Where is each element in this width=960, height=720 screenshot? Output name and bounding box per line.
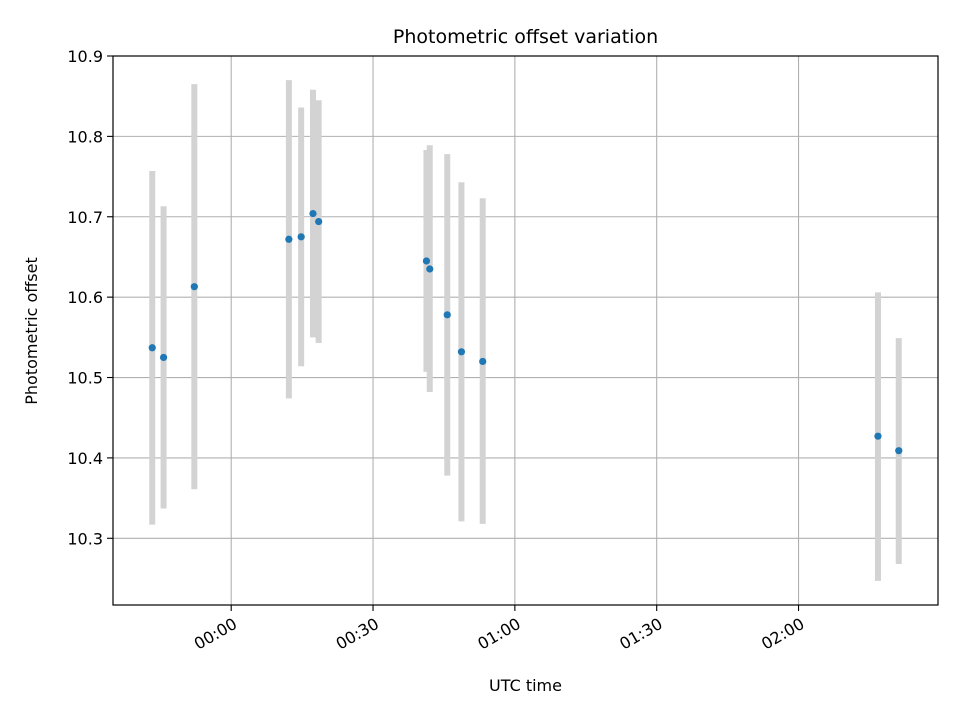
data-point [285, 235, 293, 243]
y-tick-label: 10.6 [67, 288, 103, 307]
data-point [895, 447, 903, 455]
y-tick-label: 10.5 [67, 369, 103, 388]
data-point [190, 283, 198, 291]
data-point [443, 311, 451, 319]
x-axis-title: UTC time [489, 676, 562, 695]
data-point [309, 209, 317, 218]
data-point [479, 357, 487, 366]
grid-layer [113, 55, 938, 605]
data-point [159, 353, 168, 362]
data-point [148, 344, 156, 352]
data-point [315, 217, 323, 226]
point-layer [148, 209, 903, 455]
y-tick-label: 10.3 [67, 529, 103, 548]
data-point [457, 348, 466, 356]
data-point [422, 257, 431, 265]
chart-title: Photometric offset variation [393, 26, 658, 48]
data-point [874, 432, 882, 440]
plot-frame [112, 55, 939, 606]
y-axis-ticks: 10.3 10.4 10.5 10.6 10.7 10.8 10.9 [67, 47, 113, 548]
y-tick-label: 10.9 [67, 47, 103, 66]
y-tick-label: 10.4 [67, 449, 103, 468]
data-point [426, 265, 434, 273]
y-tick-label: 10.7 [67, 208, 103, 227]
y-axis-title: Photometric offset [22, 257, 41, 405]
data-point [297, 233, 305, 241]
y-tick-label: 10.8 [67, 127, 103, 146]
